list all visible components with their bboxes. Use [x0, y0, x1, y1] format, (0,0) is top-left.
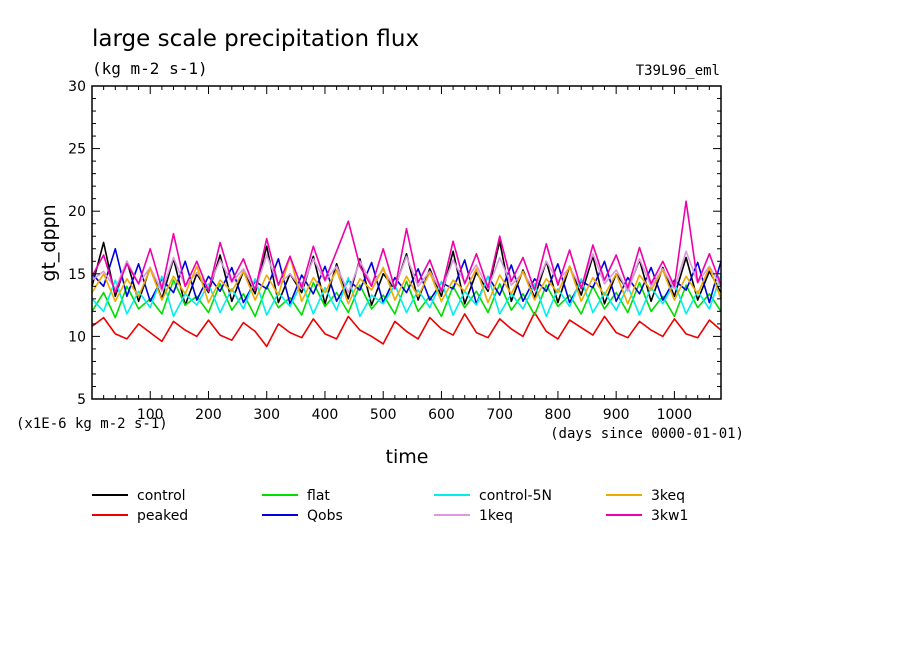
legend-label: control-5N	[479, 488, 552, 504]
y-tick-label: 5	[77, 392, 86, 408]
y-tick-label: 10	[68, 329, 86, 345]
x-units-note: (days since 0000-01-01)	[550, 426, 744, 442]
series-line-peaked	[91, 311, 722, 348]
x-tick-label: 700	[486, 407, 513, 423]
x-axis-label: time	[386, 446, 429, 468]
x-tick-label: 600	[428, 407, 455, 423]
x-tick-label: 1000	[657, 407, 693, 423]
series-line-1keq	[91, 250, 722, 294]
series-layer	[91, 200, 722, 348]
legend-label: flat	[307, 488, 330, 504]
series-line-3kw1	[91, 200, 722, 294]
ticks-layer: 5 10 15 20 25 30 100 200 300 400 500 600 700 800 900 10…	[68, 79, 721, 423]
legend-label: 3keq	[651, 488, 685, 504]
series-line-qobs	[91, 248, 722, 305]
y-tick-label: 20	[68, 204, 86, 220]
y-axis-label: gt_dppn	[38, 204, 60, 281]
legend-label: peaked	[137, 508, 188, 524]
y-tick-label: 30	[68, 79, 86, 95]
chart-subtitle: (kg m-2 s-1)	[92, 59, 208, 78]
run-label: T39L96_eml	[636, 63, 720, 79]
legend-label: 3kw1	[651, 508, 688, 524]
series-line-flat	[91, 279, 722, 319]
legend-label: control	[137, 488, 186, 504]
y-tick-label: 15	[68, 267, 86, 283]
x-tick-label: 100	[137, 407, 164, 423]
plot-area: 5 10 15 20 25 30 100 200 300 400 500 600 700 800 900 10…	[68, 79, 722, 423]
legend: control peaked flat Qobs control-5N 1keq 3keq 3…	[92, 488, 688, 524]
x-tick-label: 300	[253, 407, 280, 423]
x-tick-label: 400	[312, 407, 339, 423]
x-tick-label: 800	[545, 407, 572, 423]
legend-label: Qobs	[307, 508, 343, 524]
series-line-3keq	[91, 255, 722, 305]
x-tick-label: 200	[195, 407, 222, 423]
series-line-control-5n	[91, 274, 722, 318]
legend-label: 1keq	[479, 508, 513, 524]
x-tick-label: 900	[603, 407, 630, 423]
y-scale-note: (x1E-6 kg m-2 s-1)	[16, 416, 168, 432]
x-tick-label: 500	[370, 407, 397, 423]
chart-title: large scale precipitation flux	[92, 26, 419, 52]
y-tick-label: 25	[68, 142, 86, 158]
